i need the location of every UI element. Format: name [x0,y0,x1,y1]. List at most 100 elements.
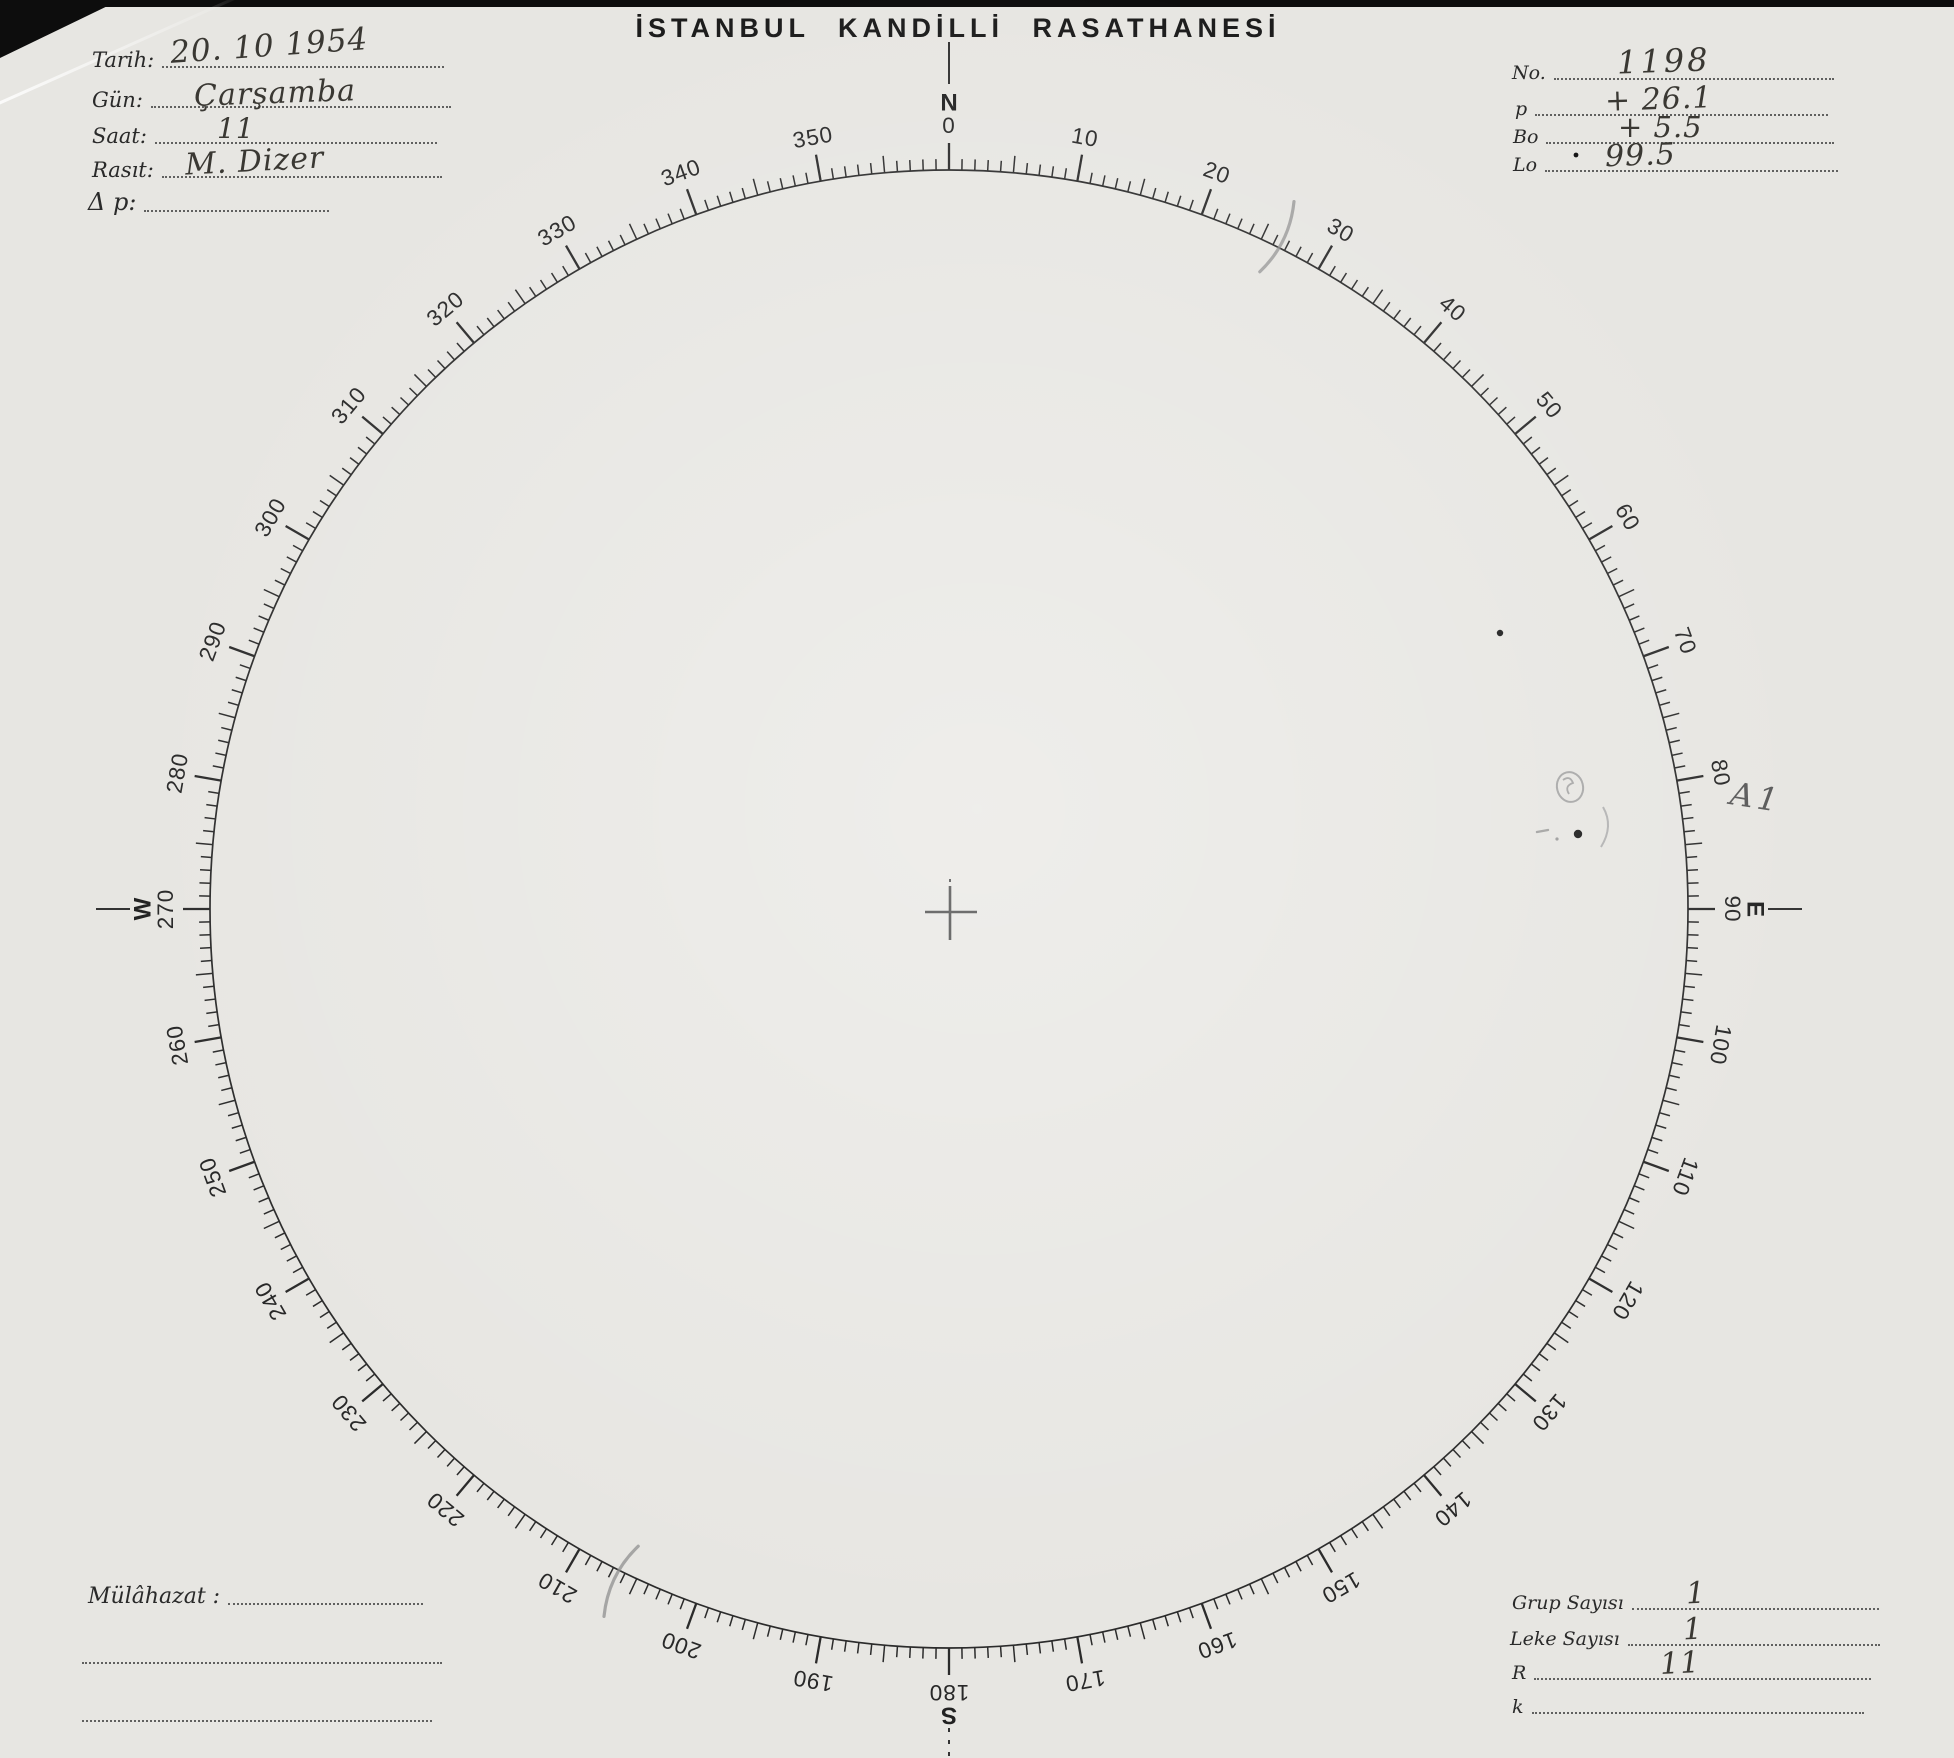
dotted-line [154,138,437,144]
field-value-gun: Çarşamba [193,73,357,114]
svg-text:330: 330 [533,209,581,251]
dotted-line [1534,1674,1872,1680]
svg-text:190: 190 [791,1665,835,1697]
field-label-delta-p: Δ p: [88,188,137,216]
svg-text:20: 20 [1200,156,1234,189]
field-label-grup-sayisi: Grup Sayısı [1512,1592,1624,1614]
dotted-line [1553,74,1834,80]
field-lo: Lo [1513,154,1839,176]
svg-text:320: 320 [422,286,469,331]
field-rasit: Rasıt: [92,158,442,182]
field-gun: Gün: [92,88,451,112]
svg-text:260: 260 [162,1023,194,1067]
svg-text:60: 60 [1610,499,1645,535]
svg-text:50: 50 [1531,387,1568,424]
svg-text:150: 150 [1317,1567,1365,1609]
field-value-no: 1198 [1616,40,1712,82]
field-label-k: k [1512,1696,1524,1718]
center-cross [925,879,977,940]
sunspot [1573,829,1583,839]
svg-text:80: 80 [1706,757,1735,788]
cardinal-markers: N E S W [96,42,1802,1758]
field-label-gun: Gün: [92,88,143,112]
dotted-line [1546,138,1835,144]
field-bo: Bo [1513,126,1835,148]
svg-text:40: 40 [1434,290,1471,327]
field-no: No. [1512,62,1834,84]
field-label-lo: Lo [1513,154,1538,176]
svg-text:200: 200 [658,1627,705,1664]
field-value-rasit: M. Dizer [184,140,326,183]
dotted-line [144,206,330,212]
field-label-rasit: Rasıt: [92,158,154,182]
svg-text:10: 10 [1070,123,1101,152]
dotted-line [1545,166,1839,172]
field-value-saat: 11 [217,112,255,145]
remarks-line-2 [82,1658,442,1668]
svg-text:350: 350 [791,122,835,154]
field-delta-p: Δ p: [88,188,330,216]
ink-specks [1496,152,1579,637]
field-value-grup-sayisi: 1 [1685,1575,1707,1612]
field-tarih: Tarih: [92,48,445,72]
field-saat: Saat: [92,124,437,148]
field-label-leke-sayisi: Leke Sayısı [1510,1628,1620,1650]
field-label-p: p [1515,98,1528,120]
dotted-line [82,1716,432,1722]
field-grup-sayisi: Grup Sayısı [1512,1592,1879,1614]
page-title: İSTANBUL KANDİLLİ RASATHANESİ [635,13,1281,43]
field-k: k [1512,1696,1864,1718]
field-label-r: R [1512,1662,1527,1684]
cardinal-letter-S: S [941,1702,957,1729]
svg-text:0: 0 [942,113,956,138]
svg-text:130: 130 [1527,1389,1572,1436]
svg-text:240: 240 [249,1277,291,1325]
dotted-line [1631,1604,1879,1610]
svg-text:90: 90 [1720,895,1745,922]
scan-edge-top [0,0,1954,7]
cardinal-letter-N: N [940,89,957,116]
field-value-r: 11 [1659,1644,1702,1683]
dotted-line [150,102,451,108]
dotted-line [1531,1708,1864,1714]
svg-text:170: 170 [1063,1665,1107,1697]
svg-text:120: 120 [1607,1277,1649,1325]
svg-text:310: 310 [326,382,371,429]
pencil-axis-marks [602,200,1296,1618]
pencil-scribbles [1535,771,1609,848]
dotted-line [1627,1640,1880,1646]
svg-text:70: 70 [1669,624,1702,658]
spot-group-label: A1 [1725,774,1785,820]
svg-text:340: 340 [658,154,705,191]
svg-text:140: 140 [1429,1487,1476,1532]
field-value-leke-sayisi: 1 [1682,1611,1704,1648]
svg-text:300: 300 [249,493,291,541]
svg-text:100: 100 [1705,1023,1737,1067]
svg-text:270: 270 [153,889,178,930]
svg-text:30: 30 [1323,213,1359,248]
dotted-line [161,172,442,178]
field-r: R [1512,1662,1872,1684]
svg-text:180: 180 [929,1680,970,1705]
cardinal-letter-E: E [1742,901,1769,917]
svg-text:230: 230 [326,1389,371,1436]
field-label-tarih: Tarih: [92,48,155,72]
field-label-saat: Saat: [92,124,147,148]
field-p: p [1515,98,1829,120]
svg-text:110: 110 [1667,1154,1704,1199]
svg-text:220: 220 [422,1487,469,1532]
svg-text:290: 290 [194,618,231,665]
field-label-bo: Bo [1513,126,1539,148]
field-value-lo: 99.5 [1604,136,1677,175]
dotted-line [82,1658,442,1664]
dotted-line [162,62,445,68]
svg-text:250: 250 [194,1154,231,1201]
svg-text:160: 160 [1194,1627,1241,1664]
field-mulahazat: Mülâhazat : [88,1584,424,1609]
field-label-mulahazat: Mülâhazat : [88,1584,221,1609]
degree-ticks [183,143,1715,1675]
field-leke-sayisi: Leke Sayısı [1510,1628,1880,1650]
svg-text:210: 210 [533,1567,581,1609]
